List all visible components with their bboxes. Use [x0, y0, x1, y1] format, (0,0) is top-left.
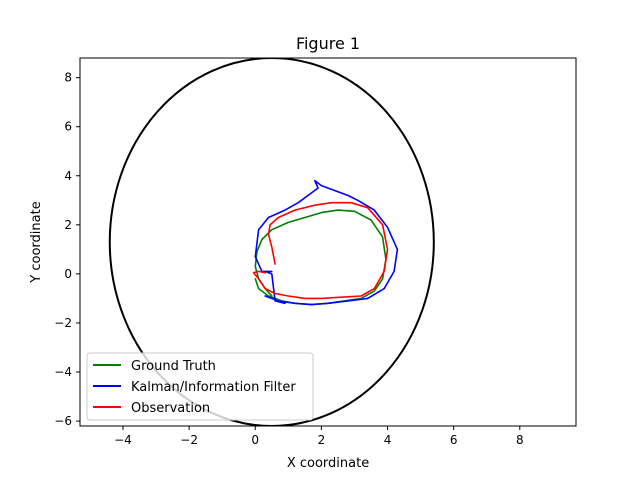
x-tick-label: 8: [516, 433, 524, 447]
y-tick-label: 2: [64, 218, 72, 232]
y-tick-label: 4: [64, 169, 72, 183]
x-tick-label: −2: [180, 433, 198, 447]
x-tick-label: 4: [384, 433, 392, 447]
chart-title: Figure 1: [296, 34, 360, 53]
x-tick-label: 6: [450, 433, 458, 447]
x-tick-label: −4: [114, 433, 132, 447]
y-tick-label: 0: [64, 267, 72, 281]
plot-border: [79, 57, 577, 427]
y-tick-label: −4: [54, 365, 72, 379]
series-line-2: [252, 201, 389, 300]
legend: Ground Truth Kalman/Information Filter Obs…: [86, 352, 314, 421]
ellipse-curve: [108, 58, 435, 426]
y-axis-label: Y coordinate: [29, 201, 44, 283]
y-tick-label: −2: [54, 316, 72, 330]
y-tick-label: 8: [64, 71, 72, 85]
legend-label-2: Observation: [131, 401, 210, 416]
legend-box: [86, 352, 314, 421]
x-axis: −4 −2 0 2 4 6 8: [114, 426, 524, 447]
y-tick-label: 6: [64, 120, 72, 134]
x-tick-label: 0: [251, 433, 259, 447]
series-line-1: [254, 179, 399, 306]
legend-label-1: Kalman/Information Filter: [131, 380, 296, 395]
legend-label-0: Ground Truth: [131, 359, 216, 374]
x-tick-label: 2: [318, 433, 326, 447]
y-tick-label: −6: [54, 414, 72, 428]
x-axis-label: X coordinate: [287, 456, 369, 471]
y-axis: −6 −4 −2 0 2 4 6 8: [54, 71, 80, 428]
